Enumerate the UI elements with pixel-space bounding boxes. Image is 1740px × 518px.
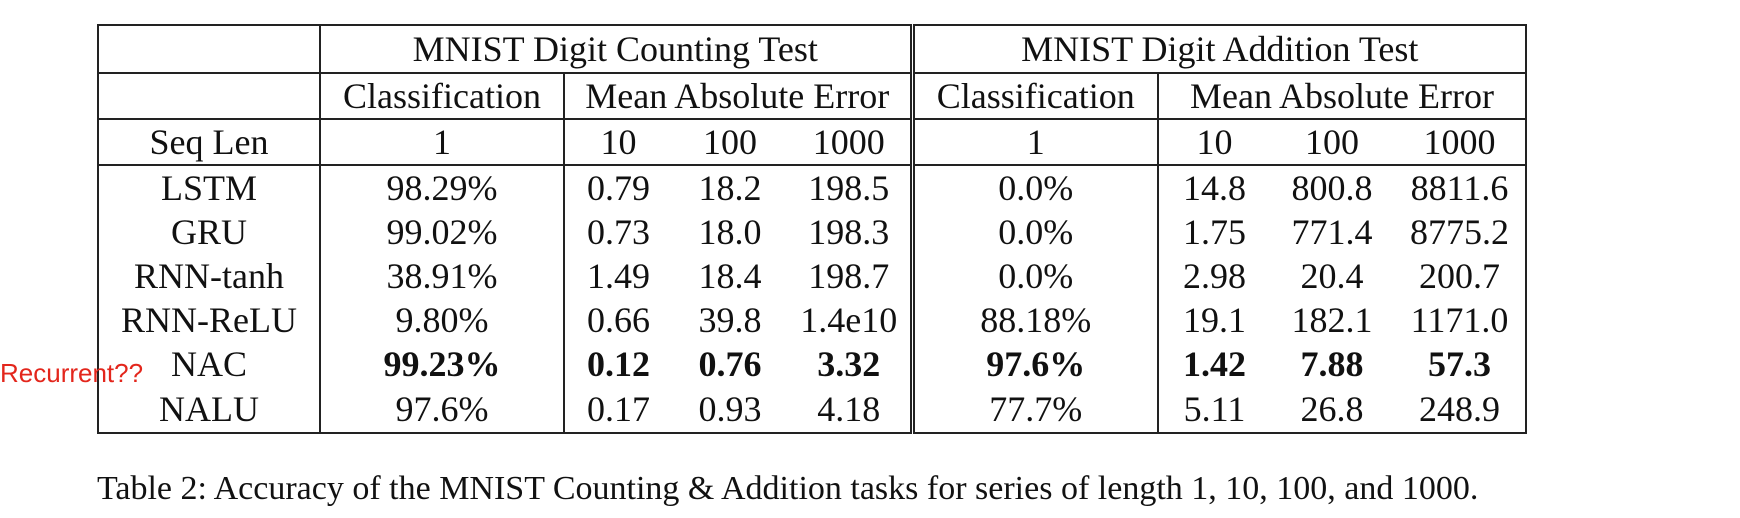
- subheader-mae: Mean Absolute Error: [564, 73, 915, 119]
- table-cell: 1.4e10: [788, 298, 915, 342]
- model-name: LSTM: [98, 165, 321, 210]
- table-cell: 0.66: [587, 300, 650, 340]
- table-cell-best: 97.6%: [912, 342, 1159, 386]
- table-cell-best: 99.23%: [320, 342, 565, 386]
- table-cell: 14.8: [1183, 168, 1246, 208]
- table-cell: 771.4: [1291, 212, 1373, 252]
- handwritten-annotation: Recurrent??: [0, 358, 144, 388]
- table-cell: 18.2: [698, 168, 762, 208]
- subheader-mae: Mean Absolute Error: [1190, 76, 1494, 116]
- table-cell: 98.29%: [320, 165, 565, 210]
- table-cell: 198.3: [788, 210, 915, 254]
- table-row: NAC 99.23% 0.12 0.76 3.32 97.6% 1.42 7.8…: [98, 342, 1526, 386]
- table-cell: 0.79: [587, 168, 650, 208]
- table-caption: Table 2: Accuracy of the MNIST Counting …: [97, 470, 1479, 507]
- table-cell: 5.11: [1183, 389, 1246, 429]
- table-cell: 182.1: [1291, 300, 1373, 340]
- table-row: RNN-tanh 38.91% 1.49 18.4 198.7 0.0% 2.9…: [98, 254, 1526, 298]
- table-cell: 0.93: [698, 389, 762, 429]
- table-cell: 9.80%: [320, 298, 565, 342]
- table-row: LSTM 98.29% 0.79 18.2 198.5 0.0% 14.8 80…: [98, 165, 1526, 210]
- table-row: NALU 97.6% 0.17 0.93 4.18 77.7% 5.11 26.…: [98, 386, 1526, 433]
- table-cell: 88.18%: [912, 298, 1159, 342]
- subheader-classification: Classification: [912, 73, 1159, 119]
- seq-length: 1: [320, 119, 565, 165]
- table-cell: 2.98: [1183, 256, 1246, 296]
- table-cell: 1171.0: [1410, 300, 1509, 340]
- model-name: GRU: [98, 210, 321, 254]
- table-cell: 800.8: [1291, 168, 1373, 208]
- group-header-addition: MNIST Digit Addition Test: [1021, 29, 1419, 69]
- table-cell: 77.7%: [912, 386, 1159, 433]
- seq-length: 1000: [788, 119, 915, 165]
- table-cell: 26.8: [1300, 389, 1364, 429]
- model-name: NALU: [98, 386, 321, 433]
- table-cell: 198.5: [788, 165, 915, 210]
- table-cell: 200.7: [1419, 256, 1500, 296]
- table-cell: 0.17: [587, 389, 650, 429]
- table-row: GRU 99.02% 0.73 18.0 198.3 0.0% 1.75 771…: [98, 210, 1526, 254]
- corner-cell: [98, 25, 321, 73]
- model-name: NAC: [98, 342, 321, 386]
- table-cell-best: 3.32: [788, 342, 915, 386]
- results-table: MNIST Digit Counting Test MNIST Digit Ad…: [97, 24, 1527, 434]
- seq-length: 10: [600, 122, 637, 162]
- table-cell-best: 0.76: [698, 344, 762, 384]
- seq-length: 1000: [1423, 122, 1496, 162]
- table-cell: 1.49: [587, 256, 650, 296]
- table-cell: 39.8: [698, 300, 762, 340]
- seq-length: 100: [1305, 122, 1359, 162]
- table-cell: 0.73: [587, 212, 650, 252]
- table-cell: 20.4: [1300, 256, 1364, 296]
- subheader-classification: Classification: [320, 73, 565, 119]
- table-cell: 99.02%: [320, 210, 565, 254]
- seq-length: 10: [1196, 122, 1233, 162]
- seq-len-label: Seq Len: [98, 119, 321, 165]
- table-cell: 19.1: [1183, 300, 1246, 340]
- group-header-counting: MNIST Digit Counting Test: [320, 25, 915, 73]
- seq-length: 1: [912, 119, 1159, 165]
- table-cell: 38.91%: [320, 254, 565, 298]
- table-cell: 1.75: [1183, 212, 1246, 252]
- table-cell-best: 1.42: [1183, 344, 1246, 384]
- table-cell-best: 0.12: [587, 344, 650, 384]
- table-cell: 18.4: [698, 256, 762, 296]
- table-cell: 0.0%: [912, 165, 1159, 210]
- model-name: RNN-ReLU: [98, 298, 321, 342]
- table-cell: 97.6%: [320, 386, 565, 433]
- table-cell: 0.0%: [912, 210, 1159, 254]
- table-cell: 8775.2: [1410, 212, 1509, 252]
- table-cell: 8811.6: [1410, 168, 1509, 208]
- table-cell: 4.18: [788, 386, 915, 433]
- table-cell: 0.0%: [912, 254, 1159, 298]
- model-name: RNN-tanh: [98, 254, 321, 298]
- table-cell: 18.0: [698, 212, 762, 252]
- table-cell: 198.7: [788, 254, 915, 298]
- seq-length: 100: [703, 122, 757, 162]
- table-cell-best: 57.3: [1428, 344, 1491, 384]
- table-cell: 248.9: [1419, 389, 1500, 429]
- table-row: RNN-ReLU 9.80% 0.66 39.8 1.4e10 88.18% 1…: [98, 298, 1526, 342]
- table-cell-best: 7.88: [1300, 344, 1364, 384]
- corner-cell: [98, 73, 321, 119]
